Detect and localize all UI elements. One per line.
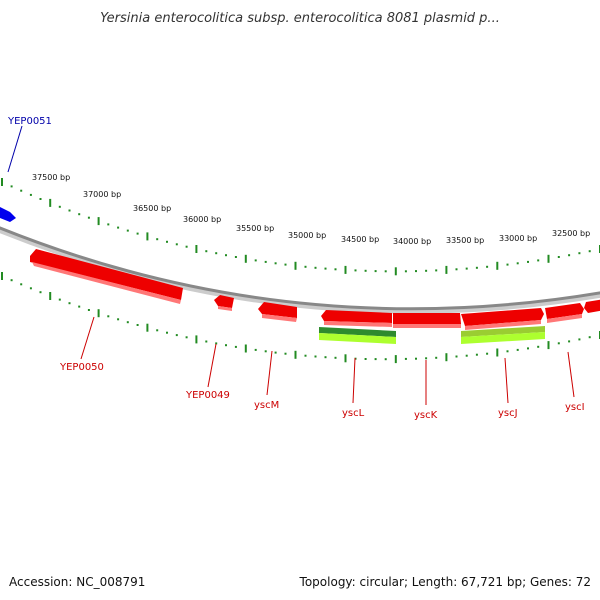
gene-yscj[interactable] xyxy=(461,308,544,330)
leader-yscm xyxy=(266,350,273,396)
leader-yep0051 xyxy=(7,125,23,173)
ruler-label-33000: 33000 bp xyxy=(499,234,537,243)
plasmid-backbone-shadow xyxy=(0,226,600,314)
label-yscj[interactable]: yscJ xyxy=(498,408,518,419)
gene-labels: YEP0051 YEP0050 YEP0049 yscM yscL yscK y… xyxy=(7,116,585,421)
gene-yscl[interactable] xyxy=(321,310,392,327)
label-yep0049[interactable]: YEP0049 xyxy=(185,390,230,401)
ruler-label-36000: 36000 bp xyxy=(183,215,221,224)
gene-yscm[interactable] xyxy=(258,302,297,322)
plasmid-backbone xyxy=(0,226,600,311)
label-yscm[interactable]: yscM xyxy=(254,400,279,411)
leader-yep0050 xyxy=(80,316,95,360)
map-title: Yersinia enterocolitica subsp. enterocol… xyxy=(100,11,500,26)
label-yep0051[interactable]: YEP0051 xyxy=(7,116,52,127)
accession-text: Accession: NC_008791 xyxy=(9,575,145,589)
gene-yep0051[interactable] xyxy=(0,207,16,222)
ruler-label-37000: 37000 bp xyxy=(83,190,121,199)
label-ysci[interactable]: yscI xyxy=(565,402,585,413)
leader-yep0049 xyxy=(207,343,217,388)
label-yscl[interactable]: yscL xyxy=(342,408,365,419)
ruler-label-37500: 37500 bp xyxy=(32,173,70,182)
ruler-labels: 37500 bp 37000 bp 36500 bp 36000 bp 3550… xyxy=(32,173,590,246)
ruler-label-34500: 34500 bp xyxy=(341,235,379,244)
ruler-label-36500: 36500 bp xyxy=(133,204,171,213)
topology-summary: Topology: circular; Length: 67,721 bp; G… xyxy=(299,575,591,589)
ruler-label-33500: 33500 bp xyxy=(446,236,484,245)
inner-ruler xyxy=(1,272,600,364)
label-ysck[interactable]: yscK xyxy=(414,410,438,421)
gene-ysci[interactable] xyxy=(545,303,584,323)
outer-ruler xyxy=(1,178,600,276)
ruler-label-32500: 32500 bp xyxy=(552,229,590,238)
feature-yscj-bar xyxy=(461,326,545,344)
leader-yscj xyxy=(504,357,509,404)
ruler-label-35500: 35500 bp xyxy=(236,224,274,233)
leader-ysci xyxy=(567,351,575,398)
gene-yep0049[interactable] xyxy=(214,295,234,311)
gene-yep0050[interactable] xyxy=(30,249,183,304)
feature-yscl-bar xyxy=(319,327,396,344)
ruler-label-34000: 34000 bp xyxy=(393,237,431,246)
ruler-label-35000: 35000 bp xyxy=(288,231,326,240)
gene-ysck[interactable] xyxy=(393,313,461,328)
leader-yscl xyxy=(352,357,356,404)
label-yep0050[interactable]: YEP0050 xyxy=(59,362,104,373)
gene-partial-right[interactable] xyxy=(584,299,600,313)
